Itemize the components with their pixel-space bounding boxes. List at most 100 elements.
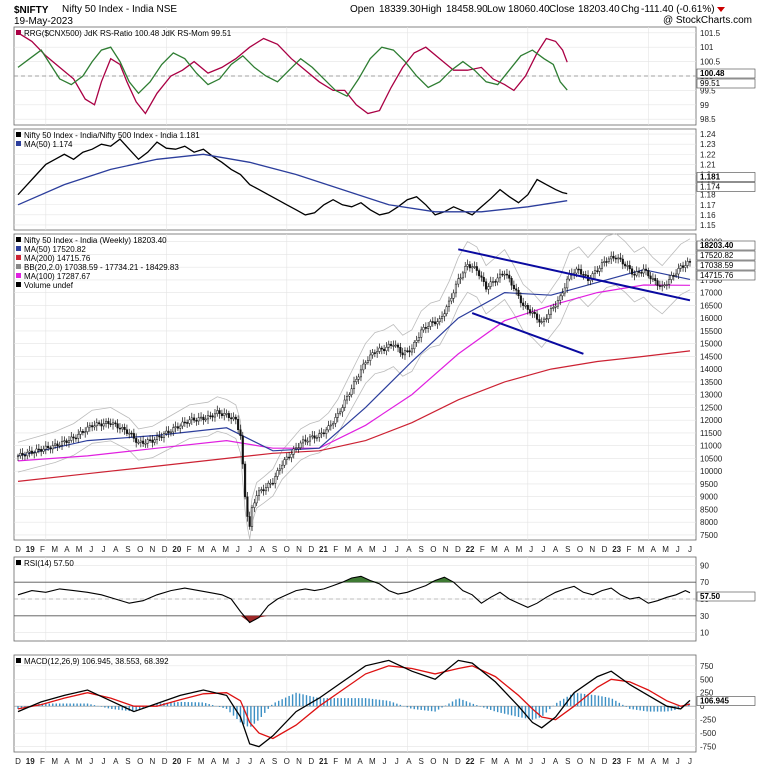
x-tick-label: J — [395, 545, 399, 554]
x-tick-label: A — [504, 757, 510, 766]
macd-line — [17, 665, 691, 740]
x-tick-label: D — [455, 545, 461, 554]
chart-symbol: $NIFTY — [14, 5, 49, 16]
last-value-label: 17038.59 — [700, 261, 734, 270]
macd-histogram-bar — [156, 703, 158, 707]
candle-body — [30, 450, 33, 454]
quote-chg-label: Chg — [621, 4, 639, 15]
x-tick-label: A — [504, 545, 510, 554]
x-tick-label: F — [40, 757, 45, 766]
macd-histogram-bar — [86, 703, 89, 707]
macd-histogram-bar — [357, 698, 360, 707]
candle-body — [624, 263, 627, 267]
candle-body — [142, 440, 145, 444]
candle-body — [438, 318, 441, 322]
x-tick-label: A — [64, 757, 70, 766]
macd-histogram-bar — [326, 698, 329, 707]
candle-body — [239, 429, 242, 437]
x-tick-label: N — [443, 757, 449, 766]
candle-body — [49, 447, 52, 450]
candle-body — [529, 309, 532, 314]
macd-histogram-bar — [79, 703, 82, 707]
candle-body — [220, 413, 223, 416]
macd-histogram-bar — [97, 705, 99, 707]
y-tick-label: 250 — [700, 689, 714, 698]
candle-body — [466, 264, 469, 267]
candle-body — [359, 369, 363, 378]
candle-body — [341, 407, 344, 413]
series-line — [17, 138, 568, 216]
macd-histogram-bar — [636, 706, 638, 710]
last-value-tag — [696, 172, 756, 182]
trendline — [458, 248, 691, 302]
candle-body — [665, 284, 668, 286]
x-tick-label: N — [589, 545, 595, 554]
chg-down-arrow-icon — [717, 7, 725, 12]
x-tick-label: M — [491, 757, 498, 766]
x-tick-label: M — [516, 757, 523, 766]
candle-body — [223, 413, 226, 416]
candle-body — [531, 311, 534, 314]
candle-body — [505, 273, 508, 276]
last-value-tag — [696, 696, 756, 706]
candle-body — [70, 436, 73, 441]
macd-histogram-bar — [490, 706, 492, 710]
macd-histogram-bar — [264, 706, 266, 713]
quote-open-value: 18339.30 — [379, 4, 421, 15]
macd-histogram-bar — [72, 703, 75, 707]
candle-body — [137, 441, 140, 444]
candle-body — [257, 490, 261, 496]
x-tick-label: A — [211, 757, 217, 766]
candle-body — [246, 496, 249, 517]
macd-histogram-bar — [403, 706, 405, 707]
quote-low-label: Low — [487, 4, 506, 15]
candle-body — [132, 433, 135, 439]
candle-body — [343, 399, 346, 408]
y-tick-label: 750 — [700, 662, 714, 671]
legend-swatch — [16, 255, 21, 260]
candle-body — [86, 426, 89, 432]
candle-body — [584, 274, 587, 276]
candle-body — [538, 319, 541, 323]
macd-histogram-bar — [510, 706, 513, 716]
y-tick-label: -750 — [700, 743, 717, 752]
candle-body — [600, 262, 603, 269]
candle-body — [619, 257, 622, 260]
series-line — [17, 32, 568, 115]
macd-histogram-bar — [389, 701, 391, 707]
x-axis-lower: D 19 F M A M J J A S O N D 20 F M A M J J A S O N D 21 F M A M J J A S O N D… — [15, 757, 692, 766]
candle-body — [51, 445, 54, 450]
candle-body — [672, 275, 675, 277]
candle-body — [84, 431, 87, 433]
x-tick-label: F — [187, 757, 192, 766]
candle-body — [661, 285, 664, 287]
x-tick-label: M — [638, 757, 645, 766]
macd-histogram-bar — [114, 706, 117, 710]
candle-body — [651, 278, 654, 280]
candle-body — [160, 436, 163, 439]
macd-histogram-bar — [410, 706, 412, 709]
x-tick-label: D — [455, 757, 461, 766]
candle-body — [295, 447, 298, 450]
macd-histogram-bar — [413, 706, 415, 710]
candle-body — [95, 422, 98, 427]
candle-body — [193, 417, 196, 421]
candle-body — [28, 450, 31, 453]
x-tick-label: N — [296, 757, 302, 766]
candle-body — [232, 416, 235, 420]
last-value-tag — [696, 68, 756, 79]
y-tick-label: 1.23 — [700, 140, 716, 149]
x-tick-label: N — [589, 757, 595, 766]
macd-histogram-bar — [629, 706, 631, 709]
macd-histogram-bar — [128, 706, 130, 712]
candle-body — [612, 255, 615, 259]
x-tick-label: F — [333, 757, 338, 766]
macd-histogram-bar — [476, 705, 478, 707]
candle-body — [139, 440, 142, 443]
x-tick-label: M — [76, 545, 83, 554]
candle-body — [512, 284, 515, 289]
chart-instrument-name: Nifty 50 Index - India NSE — [62, 4, 177, 15]
macd-histogram-bar — [642, 706, 645, 711]
candle-body — [244, 463, 247, 498]
candle-body — [663, 284, 666, 287]
